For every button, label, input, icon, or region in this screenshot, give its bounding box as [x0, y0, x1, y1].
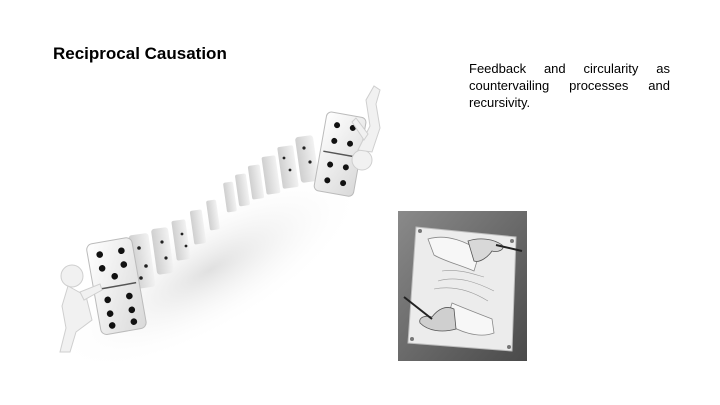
- domino-upper: [313, 111, 367, 197]
- slide-body-text: Feedback and circularity as countervaili…: [469, 61, 670, 110]
- domino-lower: [86, 237, 147, 335]
- domino-chain: [128, 135, 319, 289]
- slide-title: Reciprocal Causation: [53, 44, 227, 63]
- dominoes-image: [55, 85, 381, 370]
- drawing-hands-image: [398, 211, 527, 361]
- figure-upper-right: [351, 85, 381, 171]
- figure-lower-left: [59, 264, 103, 353]
